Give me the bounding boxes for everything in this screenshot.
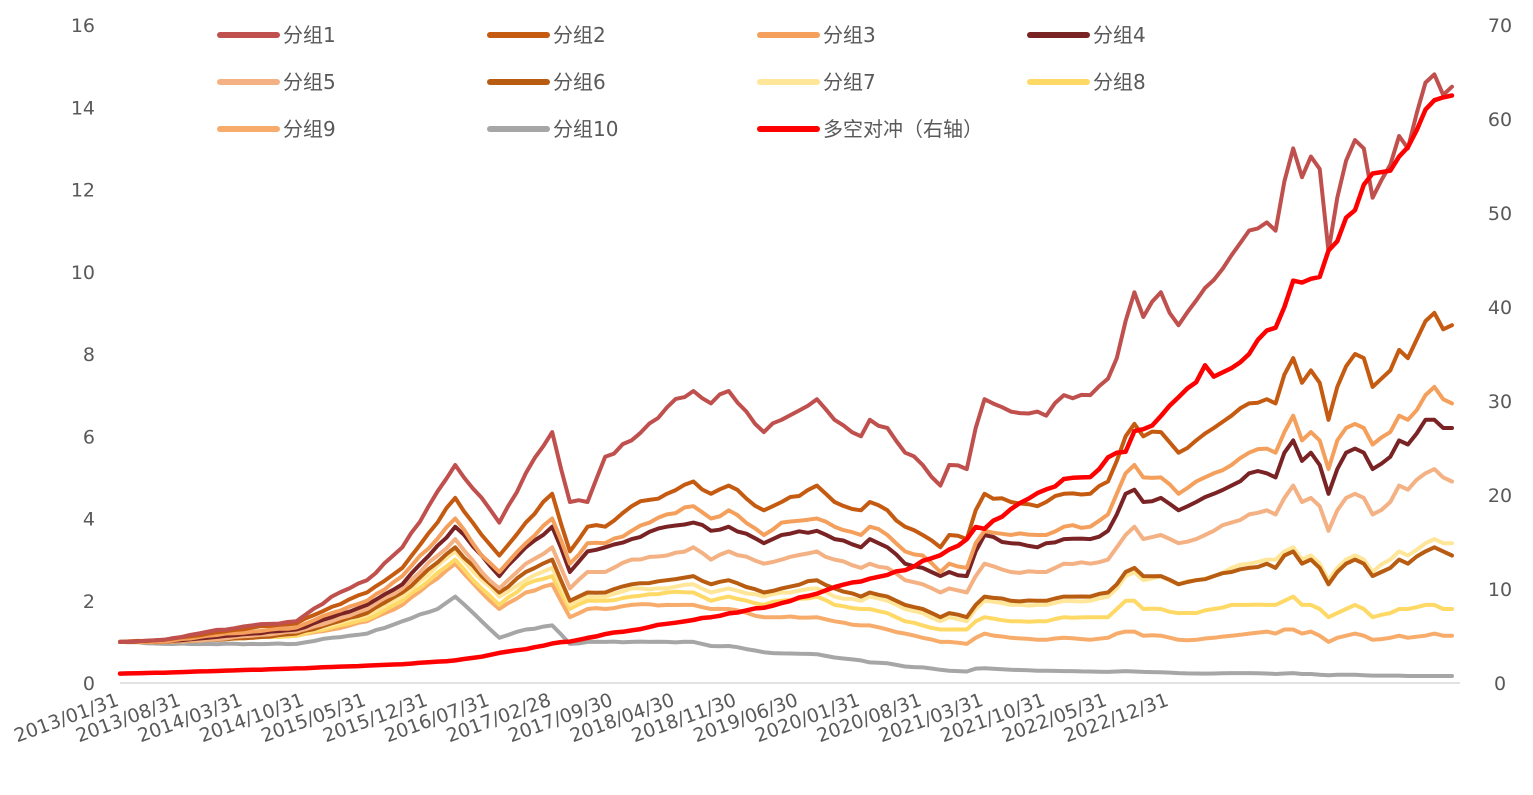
right-tick-label: 70 [1488, 15, 1512, 37]
legend-label: 分组1 [283, 23, 336, 47]
series-line-9 [118, 561, 1454, 646]
right-tick-label: 20 [1488, 485, 1512, 507]
legend-label: 分组4 [1093, 23, 1146, 47]
left-tick-label: 14 [71, 97, 95, 119]
right-tick-label: 30 [1488, 391, 1512, 413]
left-axis: 0 2 4 6 8 10 12 14 16 [71, 15, 95, 695]
x-axis: 2013/01/312013/08/312014/03/312014/10/31… [11, 689, 1171, 747]
left-tick-label: 4 [83, 509, 95, 531]
legend-label: 分组3 [823, 23, 876, 47]
series-line-10 [118, 594, 1454, 678]
left-tick-label: 16 [71, 15, 95, 37]
left-tick-label: 6 [83, 426, 95, 448]
legend-label: 分组5 [283, 70, 336, 94]
legend-label: 分组10 [553, 117, 618, 141]
legend: 分组1 分组2 分组3 分组4 分组5 分组6 分组7 分组8 分组9 分组10 多空对冲（右轴） [217, 23, 1146, 141]
series-line-11 [117, 93, 1455, 676]
right-tick-label: 50 [1488, 203, 1512, 225]
series-line-4 [118, 417, 1454, 645]
right-tick-label: 40 [1488, 297, 1512, 319]
legend-label: 多空对冲（右轴） [823, 117, 983, 141]
series-line-2 [118, 310, 1454, 644]
right-tick-label: 60 [1488, 109, 1512, 131]
right-tick-label: 10 [1488, 579, 1512, 601]
right-axis: 0 10 20 30 40 50 60 70 [1488, 15, 1512, 695]
left-tick-label: 2 [83, 591, 95, 613]
left-tick-label: 0 [83, 673, 95, 695]
right-tick-label: 0 [1494, 673, 1506, 695]
legend-label: 分组2 [553, 23, 606, 47]
legend-label: 分组6 [553, 70, 606, 94]
left-tick-label: 8 [83, 344, 95, 366]
series-line-1 [118, 72, 1454, 644]
plot-area [117, 72, 1455, 678]
legend-label: 分组7 [823, 70, 876, 94]
legend-label: 分组9 [283, 117, 336, 141]
series-line-3 [118, 384, 1454, 645]
series-line-5 [118, 467, 1454, 645]
left-tick-label: 12 [71, 180, 95, 202]
series-line-6 [118, 545, 1454, 645]
legend-label: 分组8 [1093, 70, 1146, 94]
left-tick-label: 10 [71, 262, 95, 284]
